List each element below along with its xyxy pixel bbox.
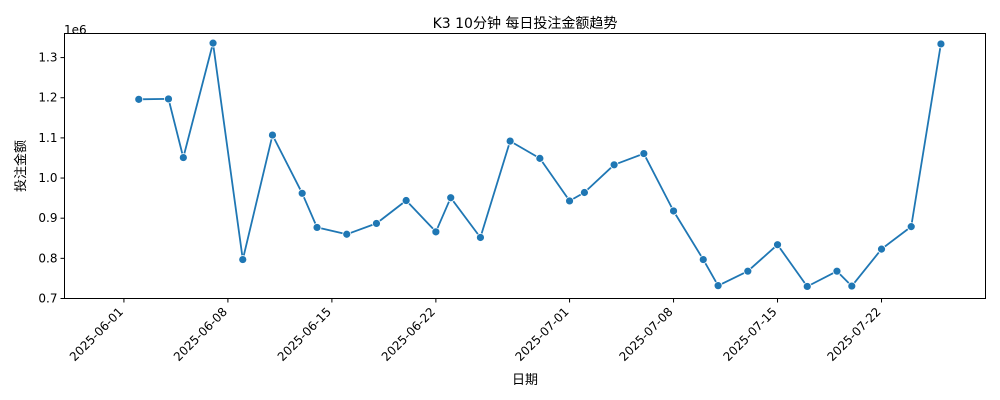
data-point	[936, 39, 946, 49]
y-axis: 0.7 0.8 0.9 1.0 1.1 1.2 1.3	[38, 51, 65, 306]
x-axis-title: 日期	[512, 373, 538, 388]
series-markers	[134, 38, 946, 291]
data-point	[476, 233, 485, 242]
data-point	[802, 282, 812, 291]
data-point	[208, 38, 218, 48]
data-point	[372, 219, 381, 228]
data-point	[580, 188, 589, 197]
data-point	[847, 281, 857, 291]
y-tick-label: 1.1	[38, 131, 57, 145]
data-point	[743, 266, 753, 276]
x-tick-label: 2025-06-22	[379, 305, 438, 364]
y-tick-label: 0.9	[38, 211, 57, 225]
data-point	[535, 153, 545, 163]
data-point	[401, 196, 411, 205]
x-tick-label: 2025-07-01	[512, 305, 571, 364]
y-tick-label: 0.8	[38, 251, 57, 265]
data-point	[565, 196, 574, 206]
data-point	[609, 160, 619, 170]
plot-frame	[64, 33, 986, 299]
data-point	[342, 229, 352, 239]
data-point	[446, 193, 456, 203]
data-point	[698, 255, 708, 264]
y-tick-label: 1.2	[38, 91, 57, 105]
data-point	[713, 281, 723, 291]
data-point	[238, 255, 248, 264]
y-offset-label: 1e6	[64, 23, 87, 37]
data-point	[431, 227, 441, 237]
data-point	[134, 94, 144, 104]
series-line	[138, 42, 942, 288]
data-point	[312, 223, 322, 232]
x-tick-label: 2025-07-15	[720, 305, 779, 364]
y-tick-label: 1.3	[38, 51, 57, 65]
x-tick-label: 2025-06-08	[171, 305, 230, 364]
y-tick-label: 1.0	[38, 171, 57, 185]
y-tick-label: 0.7	[38, 292, 57, 306]
plot-area: 2025-06-01 2025-06-08 2025-06-15 2025-06-22…	[38, 33, 986, 364]
x-tick-label: 2025-07-22	[824, 305, 883, 364]
data-point	[268, 130, 277, 140]
x-tick-label: 2025-06-01	[67, 305, 126, 364]
data-point	[906, 222, 916, 232]
data-point	[773, 240, 782, 250]
x-tick-label: 2025-06-15	[275, 305, 334, 364]
data-point	[639, 149, 649, 158]
data-point	[164, 94, 173, 104]
chart-title: K3 10分钟 每日投注金额趋势	[433, 15, 618, 32]
data-point	[505, 136, 515, 146]
x-axis: 2025-06-01 2025-06-08 2025-06-15 2025-06-22…	[67, 298, 884, 364]
x-tick-label: 2025-07-08	[616, 305, 675, 364]
data-point	[832, 266, 842, 276]
data-point	[297, 188, 307, 198]
data-point	[178, 153, 188, 162]
data-point	[669, 206, 678, 216]
data-point	[877, 244, 886, 254]
y-axis-title: 投注金额	[13, 140, 29, 192]
